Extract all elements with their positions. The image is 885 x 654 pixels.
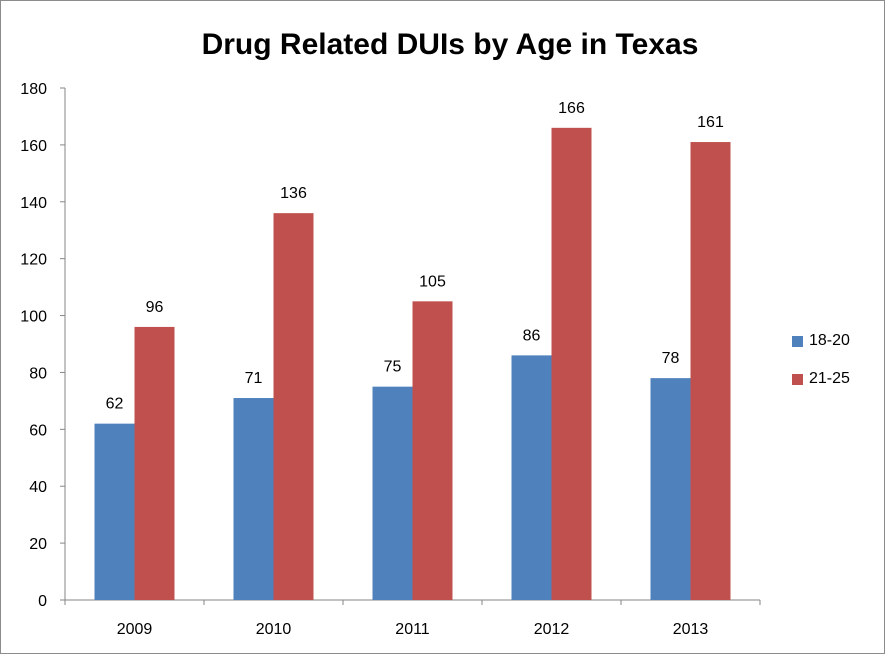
y-tick-label-120: 120 (20, 252, 47, 269)
y-tick-label-140: 140 (20, 195, 47, 212)
bar-21-25-2009 (134, 326, 175, 600)
y-tick-label-100: 100 (20, 309, 47, 326)
y-tick-label-80: 80 (29, 365, 47, 382)
data-label-21-25-2009: 96 (146, 299, 164, 316)
bar-21-25-2012 (551, 127, 592, 601)
y-tick-label-20: 20 (29, 536, 47, 553)
data-label-21-25-2010: 136 (280, 185, 307, 202)
chart-title: Drug Related DUIs by Age in Texas (201, 28, 699, 61)
legend-swatch-21-25 (792, 373, 803, 385)
data-label-21-25-2013: 161 (697, 114, 724, 131)
x-tick-label-2010: 2010 (256, 621, 292, 638)
bars (94, 127, 731, 601)
legend: 18-20 21-25 (792, 330, 850, 406)
y-tick-label-60: 60 (29, 422, 47, 439)
bar-18-20-2012 (511, 355, 552, 600)
bar-18-20-2010 (233, 398, 274, 600)
axes: 0 20 40 60 80 100 120 140 160 180 2009 2010 2011 2012… (20, 81, 761, 638)
bar-18-20-2011 (372, 386, 413, 600)
legend-label-18-20: 18-20 (809, 332, 850, 349)
y-tick-label-180: 180 (20, 81, 47, 98)
x-tick-label-2012: 2012 (534, 621, 570, 638)
y-tick-label-160: 160 (20, 138, 47, 155)
legend-label-21-25: 21-25 (809, 370, 850, 387)
x-tick-label-2011: 2011 (395, 621, 430, 638)
data-label-18-20-2011: 75 (384, 359, 402, 376)
bar-21-25-2013 (690, 142, 731, 601)
data-label-21-25-2011: 105 (419, 273, 446, 290)
data-label-18-20-2012: 86 (523, 327, 541, 344)
y-tick-label-0: 0 (38, 593, 47, 610)
legend-item-21-25: 21-25 (792, 368, 850, 390)
legend-item-18-20: 18-20 (792, 330, 850, 352)
bar-18-20-2009 (94, 423, 135, 600)
x-tick-label-2009: 2009 (117, 621, 153, 638)
data-label-18-20-2013: 78 (662, 350, 680, 367)
x-tick-label-2013: 2013 (673, 621, 709, 638)
y-tick-label-40: 40 (29, 479, 47, 496)
legend-swatch-18-20 (792, 335, 803, 347)
data-label-21-25-2012: 166 (558, 100, 585, 117)
bar-21-25-2011 (412, 301, 453, 600)
bar-18-20-2013 (650, 378, 691, 600)
labels: 62 71 75 86 78 96 136 105 166 161 (106, 100, 724, 413)
data-label-18-20-2010: 71 (245, 370, 263, 387)
data-label-18-20-2009: 62 (106, 396, 124, 413)
bar-21-25-2010 (273, 213, 314, 600)
